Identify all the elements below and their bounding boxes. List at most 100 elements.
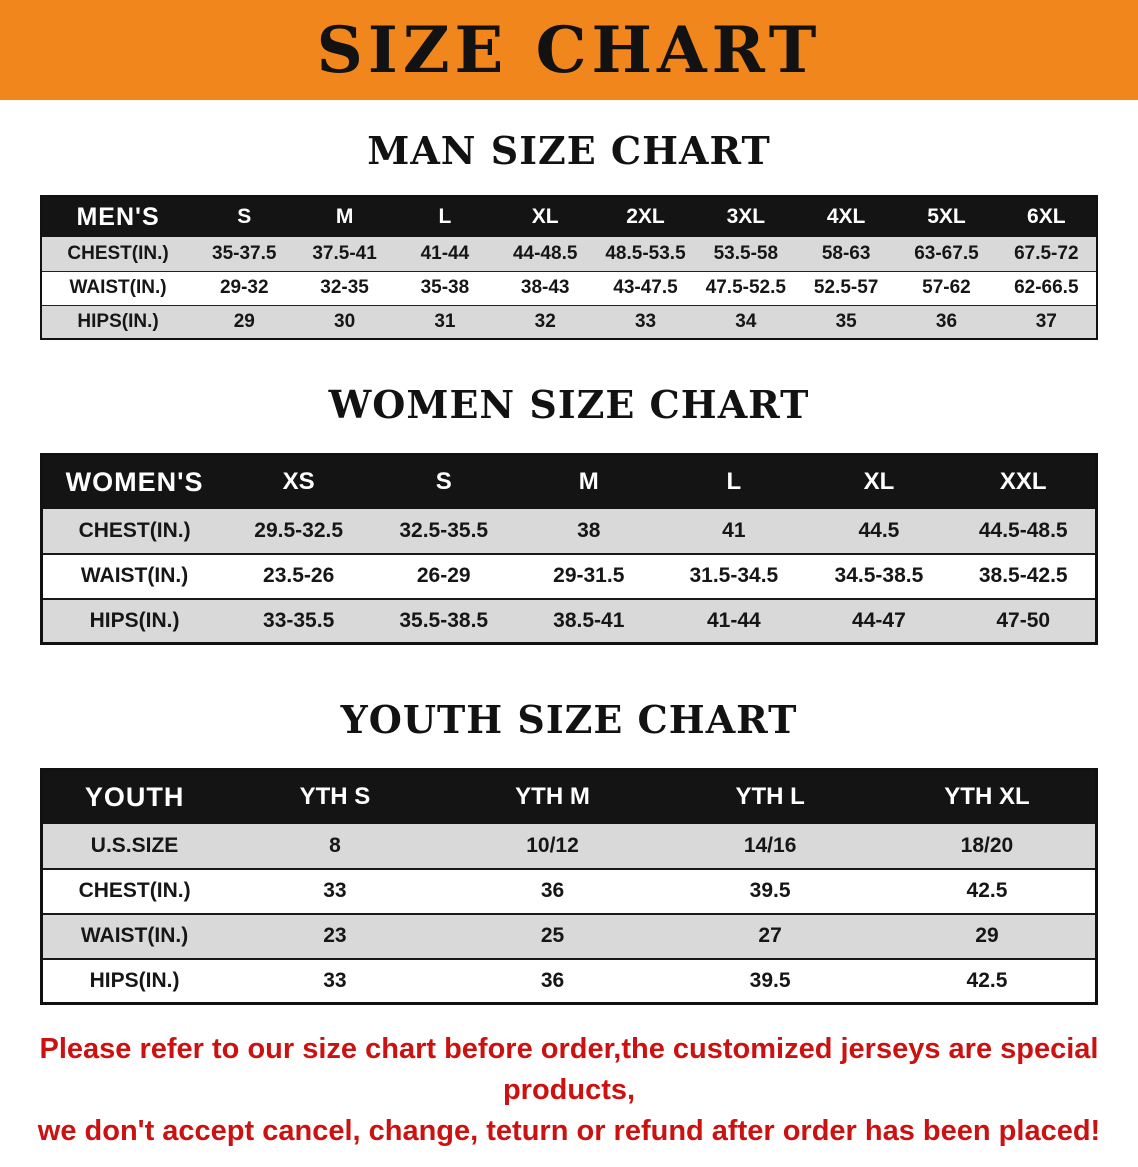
youth-size-table: YOUTH YTH S YTH M YTH L YTH XL U.S.SIZE 8 10/12… xyxy=(40,768,1098,1005)
size-header-cell: 2XL xyxy=(595,196,696,237)
value-cell: 37.5-41 xyxy=(294,237,395,272)
table-title-cell: MEN'S xyxy=(41,196,195,237)
table-title-cell: WOMEN'S xyxy=(41,454,227,509)
table-row: HIPS(IN.) 33 36 39.5 42.5 xyxy=(41,958,1097,1004)
table-row: HIPS(IN.) 33-35.5 35.5-38.5 38.5-41 41-44 44-… xyxy=(41,598,1097,644)
value-cell: 31.5-34.5 xyxy=(661,553,807,600)
value-cell: 42.5 xyxy=(878,868,1097,915)
value-cell: 29 xyxy=(878,913,1097,960)
value-cell: 38-43 xyxy=(495,271,596,306)
value-cell: 35 xyxy=(795,305,897,339)
value-cell: 38.5-41 xyxy=(516,598,662,644)
size-header-cell: XS xyxy=(226,454,372,509)
value-cell: 47-50 xyxy=(951,598,1097,644)
value-cell: 23.5-26 xyxy=(226,553,372,600)
row-label: WAIST(IN.) xyxy=(41,271,195,306)
value-cell: 44.5-48.5 xyxy=(951,508,1097,555)
value-cell: 36 xyxy=(896,305,997,339)
value-cell: 41 xyxy=(661,508,807,555)
value-cell: 29-31.5 xyxy=(516,553,662,600)
value-cell: 33-35.5 xyxy=(226,598,372,644)
row-label: U.S.SIZE xyxy=(41,823,227,870)
value-cell: 35-38 xyxy=(394,271,496,306)
women-size-section: WOMEN SIZE CHART WOMEN'S XS S M L XL XXL CHEST(… xyxy=(0,382,1138,645)
row-label: WAIST(IN.) xyxy=(41,553,227,600)
youth-section-heading: YOUTH SIZE CHART xyxy=(340,697,798,742)
value-cell: 29-32 xyxy=(194,271,295,306)
value-cell: 38.5-42.5 xyxy=(951,553,1097,600)
value-cell: 32 xyxy=(495,305,596,339)
disclaimer: Please refer to our size chart before or… xyxy=(0,1029,1138,1167)
value-cell: 32.5-35.5 xyxy=(371,508,517,555)
value-cell: 18/20 xyxy=(878,823,1097,870)
table-row: U.S.SIZE 8 10/12 14/16 18/20 xyxy=(41,823,1097,870)
value-cell: 8 xyxy=(226,823,444,870)
value-cell: 48.5-53.5 xyxy=(595,237,696,272)
row-label: CHEST(IN.) xyxy=(41,237,195,272)
value-cell: 34.5-38.5 xyxy=(806,553,952,600)
size-header-cell: 4XL xyxy=(795,196,897,237)
value-cell: 39.5 xyxy=(661,868,879,915)
size-header-cell: YTH S xyxy=(226,769,444,824)
row-label: CHEST(IN.) xyxy=(41,508,227,555)
value-cell: 52.5-57 xyxy=(795,271,897,306)
row-label: HIPS(IN.) xyxy=(41,305,195,339)
value-cell: 53.5-58 xyxy=(695,237,796,272)
value-cell: 43-47.5 xyxy=(595,271,696,306)
value-cell: 42.5 xyxy=(878,958,1097,1004)
men-size-table: MEN'S S M L XL 2XL 3XL 4XL 5XL 6XL CHEST(IN.) 35-37… xyxy=(40,195,1098,340)
row-label: WAIST(IN.) xyxy=(41,913,227,960)
size-header-cell: YTH XL xyxy=(878,769,1097,824)
value-cell: 44-47 xyxy=(806,598,952,644)
value-cell: 27 xyxy=(661,913,879,960)
value-cell: 36 xyxy=(443,868,662,915)
size-header-cell: S xyxy=(194,196,295,237)
size-header-cell: L xyxy=(394,196,496,237)
value-cell: 14/16 xyxy=(661,823,879,870)
table-header-row: MEN'S S M L XL 2XL 3XL 4XL 5XL 6XL xyxy=(41,196,1097,237)
value-cell: 58-63 xyxy=(795,237,897,272)
table-header-row: YOUTH YTH S YTH M YTH L YTH XL xyxy=(41,769,1097,824)
table-row: HIPS(IN.) 29 30 31 32 33 34 35 36 37 xyxy=(41,305,1097,339)
value-cell: 38 xyxy=(516,508,662,555)
row-label: HIPS(IN.) xyxy=(41,598,227,644)
men-section-heading: MAN SIZE CHART xyxy=(367,128,771,173)
size-header-cell: L xyxy=(661,454,807,509)
size-header-cell: XL xyxy=(806,454,952,509)
value-cell: 33 xyxy=(226,958,444,1004)
table-title-cell: YOUTH xyxy=(41,769,227,824)
value-cell: 34 xyxy=(695,305,796,339)
size-header-cell: 5XL xyxy=(896,196,997,237)
value-cell: 26-29 xyxy=(371,553,517,600)
title-banner: SIZE CHART xyxy=(0,0,1138,100)
value-cell: 35-37.5 xyxy=(194,237,295,272)
row-label: HIPS(IN.) xyxy=(41,958,227,1004)
size-header-cell: YTH M xyxy=(443,769,662,824)
table-row: WAIST(IN.) 23.5-26 26-29 29-31.5 31.5-34.5 34… xyxy=(41,553,1097,600)
size-header-cell: XL xyxy=(495,196,596,237)
value-cell: 33 xyxy=(226,868,444,915)
size-header-cell: S xyxy=(371,454,517,509)
size-header-cell: 3XL xyxy=(695,196,796,237)
disclaimer-line-1: Please refer to our size chart before or… xyxy=(39,1033,1099,1107)
page-title: SIZE CHART xyxy=(316,12,822,88)
women-size-table: WOMEN'S XS S M L XL XXL CHEST(IN.) 29.5-32.5 32.5… xyxy=(40,453,1098,645)
table-header-row: WOMEN'S XS S M L XL XXL xyxy=(41,454,1097,509)
men-size-section: MAN SIZE CHART MEN'S S M L XL 2XL 3XL 4XL 5XL 6XL… xyxy=(0,128,1138,340)
value-cell: 25 xyxy=(443,913,662,960)
women-section-heading: WOMEN SIZE CHART xyxy=(328,382,810,427)
youth-size-section: YOUTH SIZE CHART YOUTH YTH S YTH M YTH L YTH… xyxy=(0,697,1138,1005)
row-label: CHEST(IN.) xyxy=(41,868,227,915)
value-cell: 32-35 xyxy=(294,271,395,306)
table-row: WAIST(IN.) 29-32 32-35 35-38 38-43 43-47.5 47.… xyxy=(41,271,1097,306)
value-cell: 36 xyxy=(443,958,662,1004)
value-cell: 30 xyxy=(294,305,395,339)
table-row: CHEST(IN.) 35-37.5 37.5-41 41-44 44-48.5 48.5… xyxy=(41,237,1097,272)
size-header-cell: XXL xyxy=(951,454,1097,509)
value-cell: 31 xyxy=(394,305,496,339)
value-cell: 33 xyxy=(595,305,696,339)
value-cell: 44-48.5 xyxy=(495,237,596,272)
value-cell: 57-62 xyxy=(896,271,997,306)
value-cell: 47.5-52.5 xyxy=(695,271,796,306)
